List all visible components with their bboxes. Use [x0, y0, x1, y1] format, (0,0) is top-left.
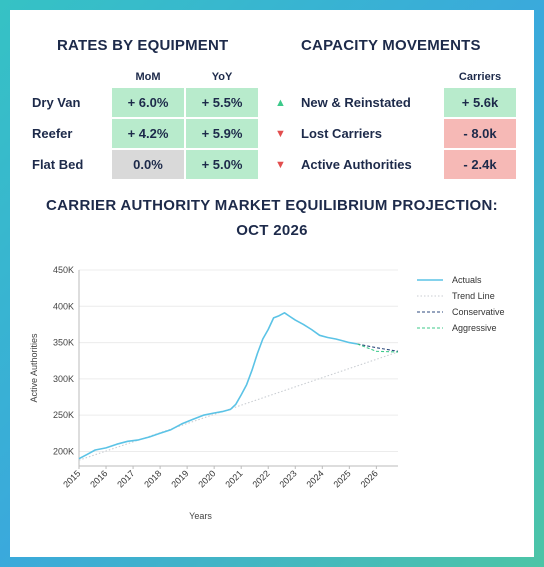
col-head-mom: MoM	[135, 71, 161, 83]
rate-mom-cell: + 4.2%	[112, 119, 184, 148]
col-head-yoy: YoY	[211, 71, 233, 83]
x-tick-label: 2019	[169, 468, 190, 489]
x-tick-label: 2024	[304, 468, 325, 489]
capacity-row-label: Active Authorities	[301, 157, 412, 172]
capacity-value-cell: + 5.6k	[444, 88, 516, 117]
y-tick-label: 250K	[53, 410, 74, 420]
projection-chart: 200K 250K 300K 350K 400K 450K 2015 2016 2017 2018…	[29, 265, 505, 521]
rates-title: RATES BY EQUIPMENT	[57, 37, 229, 54]
y-tick-label: 200K	[53, 446, 74, 456]
series-line-aggressive	[357, 343, 399, 353]
y-tick-label: 300K	[53, 374, 74, 384]
x-tick-label: 2018	[142, 468, 163, 489]
series-line-conservative	[357, 343, 399, 352]
rate-row-label: Reefer	[32, 126, 73, 141]
down-arrow-icon: ▼	[275, 128, 286, 140]
chart-title-line1: CARRIER AUTHORITY MARKET EQUILIBRIUM PRO…	[46, 197, 498, 214]
x-tick-label: 2016	[88, 468, 109, 489]
legend-entry: Conservative	[452, 307, 505, 317]
dashboard-card: RATES BY EQUIPMENT MoM YoY Dry Van + 6.0…	[10, 10, 534, 557]
rate-mom-cell: + 6.0%	[112, 88, 184, 117]
legend-entry: Trend Line	[452, 291, 495, 301]
x-tick-label: 2021	[223, 468, 244, 489]
y-tick-label: 350K	[53, 338, 74, 348]
y-tick-label: 400K	[53, 301, 74, 311]
rate-yoy-cell: + 5.0%	[186, 150, 258, 179]
y-axis-label: Active Authorities	[29, 333, 39, 403]
capacity-row-label: Lost Carriers	[301, 126, 382, 141]
capacity-value-cell: - 2.4k	[444, 150, 516, 179]
x-axis-label: Years	[189, 511, 212, 521]
series-line-trend-line	[78, 351, 399, 461]
x-tick-label: 2023	[277, 468, 298, 489]
chart-title-line2: OCT 2026	[236, 222, 308, 239]
col-head-carriers: Carriers	[458, 71, 502, 83]
capacity-row-label: New & Reinstated	[301, 95, 411, 110]
x-tick-label: 2025	[332, 468, 353, 489]
rate-yoy-cell: + 5.5%	[186, 88, 258, 117]
series-line-actuals	[78, 311, 358, 460]
legend-entry: Aggressive	[452, 323, 497, 333]
legend-entry: Actuals	[452, 275, 482, 285]
x-tick-label: 2017	[115, 468, 136, 489]
down-arrow-icon: ▼	[275, 159, 286, 171]
rate-row-label: Flat Bed	[32, 157, 84, 172]
rate-yoy-cell: + 5.9%	[186, 119, 258, 148]
x-tick-label: 2026	[359, 468, 380, 489]
rate-mom-cell: 0.0%	[112, 150, 184, 179]
rate-row-label: Dry Van	[32, 95, 81, 110]
y-tick-label: 450K	[53, 265, 74, 275]
x-tick-label: 2015	[61, 468, 82, 489]
capacity-title: CAPACITY MOVEMENTS	[301, 37, 481, 54]
capacity-value-cell: - 8.0k	[444, 119, 516, 148]
up-arrow-icon: ▲	[275, 97, 286, 109]
x-tick-label: 2020	[196, 468, 217, 489]
x-tick-label: 2022	[250, 468, 271, 489]
